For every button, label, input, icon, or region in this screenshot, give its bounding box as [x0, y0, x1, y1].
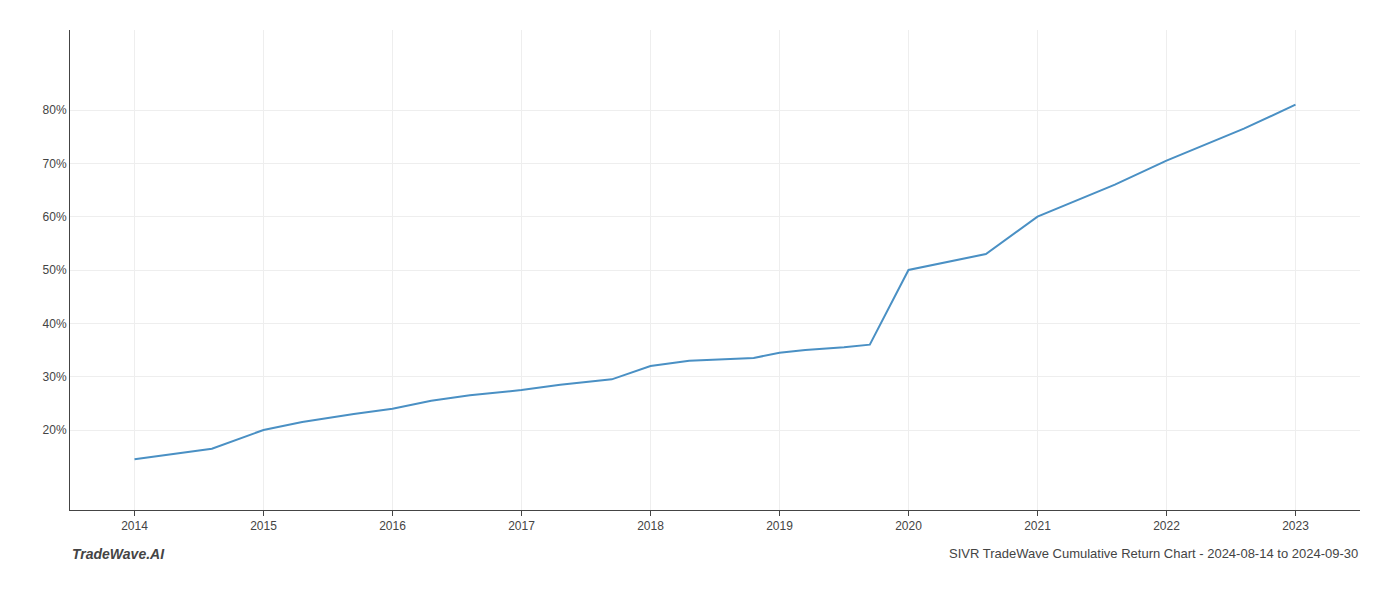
svg-text:2023: 2023: [1282, 519, 1309, 533]
svg-text:20%: 20%: [43, 423, 67, 437]
svg-text:40%: 40%: [43, 317, 67, 331]
svg-text:2018: 2018: [637, 519, 664, 533]
svg-text:2021: 2021: [1024, 519, 1051, 533]
svg-text:60%: 60%: [43, 210, 67, 224]
svg-text:80%: 80%: [43, 103, 67, 117]
svg-text:TradeWave.AI: TradeWave.AI: [72, 546, 165, 562]
svg-text:2019: 2019: [766, 519, 793, 533]
svg-text:2014: 2014: [121, 519, 148, 533]
svg-text:2015: 2015: [250, 519, 277, 533]
svg-text:50%: 50%: [43, 263, 67, 277]
svg-text:30%: 30%: [43, 370, 67, 384]
svg-text:SIVR TradeWave Cumulative Retu: SIVR TradeWave Cumulative Return Chart -…: [949, 546, 1358, 561]
svg-text:2017: 2017: [508, 519, 535, 533]
svg-text:2016: 2016: [379, 519, 406, 533]
svg-text:2020: 2020: [895, 519, 922, 533]
svg-text:70%: 70%: [43, 157, 67, 171]
svg-text:2022: 2022: [1153, 519, 1180, 533]
